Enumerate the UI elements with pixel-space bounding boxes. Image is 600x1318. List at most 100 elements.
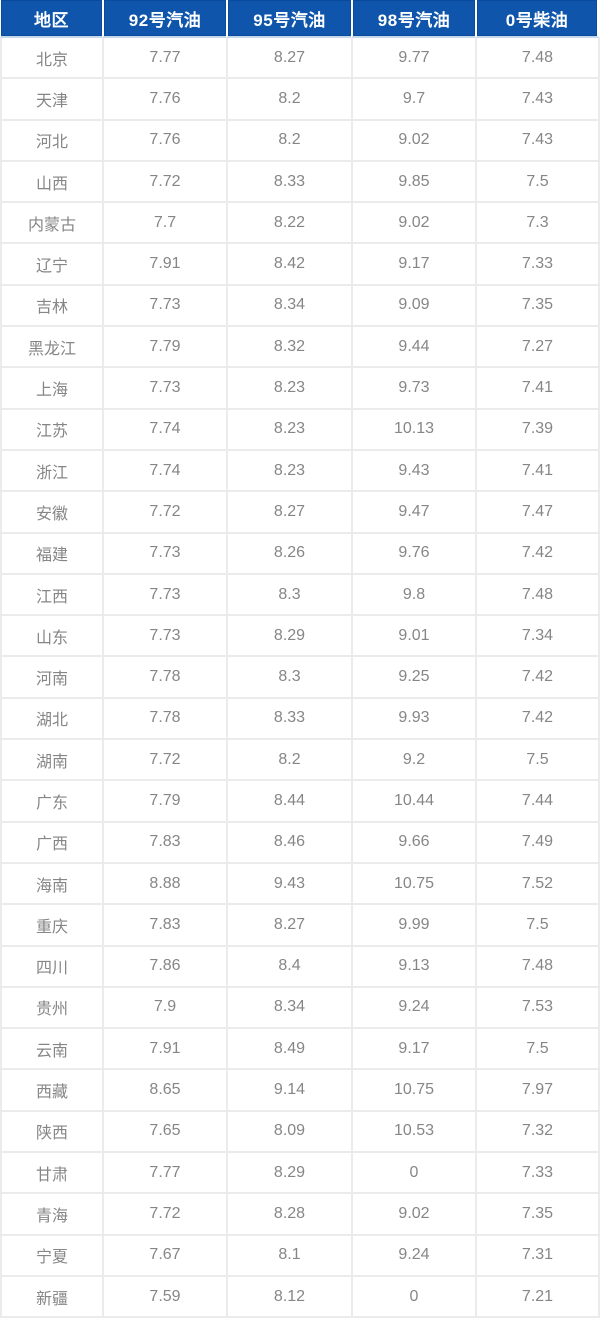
table-row: 辽宁 7.91 8.42 9.17 7.33 <box>0 244 600 286</box>
price-cell: 7.44 <box>475 781 600 823</box>
price-cell: 9.2 <box>351 740 475 782</box>
table-body: 北京 7.77 8.27 9.77 7.48 天津 7.76 8.2 9.7 7.43 河北 7.76… <box>0 38 600 1318</box>
region-cell: 河南 <box>0 657 102 699</box>
price-cell: 7.72 <box>102 161 226 204</box>
region-cell: 宁夏 <box>0 1235 102 1277</box>
price-cell: 7.5 <box>475 740 600 782</box>
table-row: 上海 7.73 8.23 9.73 7.41 <box>0 368 600 410</box>
price-cell: 9.47 <box>351 492 475 534</box>
price-cell: 8.32 <box>226 327 351 369</box>
price-cell: 8.2 <box>226 79 351 121</box>
price-cell: 0 <box>351 1276 475 1318</box>
price-cell: 9.17 <box>351 1029 475 1071</box>
price-cell: 7.91 <box>102 244 226 286</box>
table-row: 北京 7.77 8.27 9.77 7.48 <box>0 38 600 80</box>
price-cell: 8.22 <box>226 203 351 245</box>
header-row: 地区 92号汽油 95号汽油 98号汽油 0号柴油 <box>0 0 600 38</box>
table-row: 安徽 7.72 8.27 9.47 7.47 <box>0 492 600 534</box>
region-cell: 江西 <box>0 574 102 617</box>
price-cell: 9.8 <box>351 574 475 617</box>
column-header-price: 95号汽油 <box>226 0 351 38</box>
price-cell: 7.83 <box>102 905 226 947</box>
price-cell: 7.3 <box>475 203 600 245</box>
price-cell: 7.79 <box>102 327 226 369</box>
price-cell: 7.49 <box>475 822 600 864</box>
price-cell: 7.73 <box>102 533 226 575</box>
price-cell: 8.1 <box>226 1235 351 1277</box>
table-row: 黑龙江 7.79 8.32 9.44 7.27 <box>0 327 600 369</box>
price-cell: 7.78 <box>102 698 226 741</box>
price-cell: 8.33 <box>226 161 351 204</box>
price-cell: 9.01 <box>351 616 475 658</box>
price-cell: 8.26 <box>226 533 351 575</box>
price-cell: 7.78 <box>102 657 226 699</box>
price-cell: 9.09 <box>351 285 475 328</box>
price-cell: 8.29 <box>226 1153 351 1195</box>
price-cell: 7.53 <box>475 987 600 1030</box>
price-cell: 7.73 <box>102 616 226 658</box>
region-cell: 浙江 <box>0 450 102 493</box>
price-cell: 7.34 <box>475 616 600 658</box>
region-cell: 江苏 <box>0 409 102 451</box>
price-cell: 9.24 <box>351 1235 475 1277</box>
table-row: 河南 7.78 8.3 9.25 7.42 <box>0 657 600 699</box>
price-cell: 8.33 <box>226 698 351 741</box>
price-cell: 7.43 <box>475 120 600 162</box>
price-cell: 9.17 <box>351 244 475 286</box>
table-row: 重庆 7.83 8.27 9.99 7.5 <box>0 905 600 947</box>
price-cell: 7.72 <box>102 492 226 534</box>
price-cell: 7.9 <box>102 987 226 1030</box>
price-cell: 7.74 <box>102 450 226 493</box>
table-row: 山西 7.72 8.33 9.85 7.5 <box>0 161 600 204</box>
table-row: 湖南 7.72 8.2 9.2 7.5 <box>0 740 600 782</box>
price-cell: 9.77 <box>351 38 475 80</box>
price-cell: 7.79 <box>102 781 226 823</box>
region-cell: 西藏 <box>0 1070 102 1112</box>
region-cell: 黑龙江 <box>0 327 102 369</box>
price-cell: 7.33 <box>475 244 600 286</box>
region-cell: 辽宁 <box>0 244 102 286</box>
table-row: 吉林 7.73 8.34 9.09 7.35 <box>0 285 600 328</box>
table-row: 西藏 8.65 9.14 10.75 7.97 <box>0 1070 600 1112</box>
price-cell: 8.27 <box>226 905 351 947</box>
price-cell: 7.91 <box>102 1029 226 1071</box>
price-cell: 7.5 <box>475 1029 600 1071</box>
price-cell: 7.47 <box>475 492 600 534</box>
price-cell: 8.29 <box>226 616 351 658</box>
price-cell: 9.76 <box>351 533 475 575</box>
price-cell: 7.72 <box>102 740 226 782</box>
price-cell: 9.43 <box>351 450 475 493</box>
table-row: 山东 7.73 8.29 9.01 7.34 <box>0 616 600 658</box>
price-cell: 9.44 <box>351 327 475 369</box>
price-cell: 8.34 <box>226 285 351 328</box>
price-cell: 7.35 <box>475 1194 600 1236</box>
price-cell: 8.42 <box>226 244 351 286</box>
price-cell: 7.33 <box>475 1153 600 1195</box>
price-cell: 7.48 <box>475 38 600 80</box>
price-cell: 7.86 <box>102 946 226 988</box>
price-cell: 7.65 <box>102 1111 226 1154</box>
price-cell: 7.5 <box>475 161 600 204</box>
price-cell: 7.97 <box>475 1070 600 1112</box>
price-cell: 9.66 <box>351 822 475 864</box>
table-row: 陕西 7.65 8.09 10.53 7.32 <box>0 1111 600 1154</box>
table-row: 新疆 7.59 8.12 0 7.21 <box>0 1276 600 1318</box>
column-header-region: 地区 <box>0 0 102 38</box>
table-row: 浙江 7.74 8.23 9.43 7.41 <box>0 450 600 493</box>
region-cell: 贵州 <box>0 987 102 1030</box>
table-row: 青海 7.72 8.28 9.02 7.35 <box>0 1194 600 1236</box>
region-cell: 内蒙古 <box>0 203 102 245</box>
table-row: 宁夏 7.67 8.1 9.24 7.31 <box>0 1235 600 1277</box>
price-cell: 8.12 <box>226 1276 351 1318</box>
table-row: 福建 7.73 8.26 9.76 7.42 <box>0 533 600 575</box>
price-cell: 7.48 <box>475 574 600 617</box>
price-cell: 7.42 <box>475 533 600 575</box>
price-cell: 7.77 <box>102 38 226 80</box>
table-row: 贵州 7.9 8.34 9.24 7.53 <box>0 987 600 1030</box>
region-cell: 海南 <box>0 863 102 906</box>
price-cell: 7.67 <box>102 1235 226 1277</box>
column-header-price: 98号汽油 <box>351 0 475 38</box>
region-cell: 安徽 <box>0 492 102 534</box>
price-cell: 7.42 <box>475 698 600 741</box>
